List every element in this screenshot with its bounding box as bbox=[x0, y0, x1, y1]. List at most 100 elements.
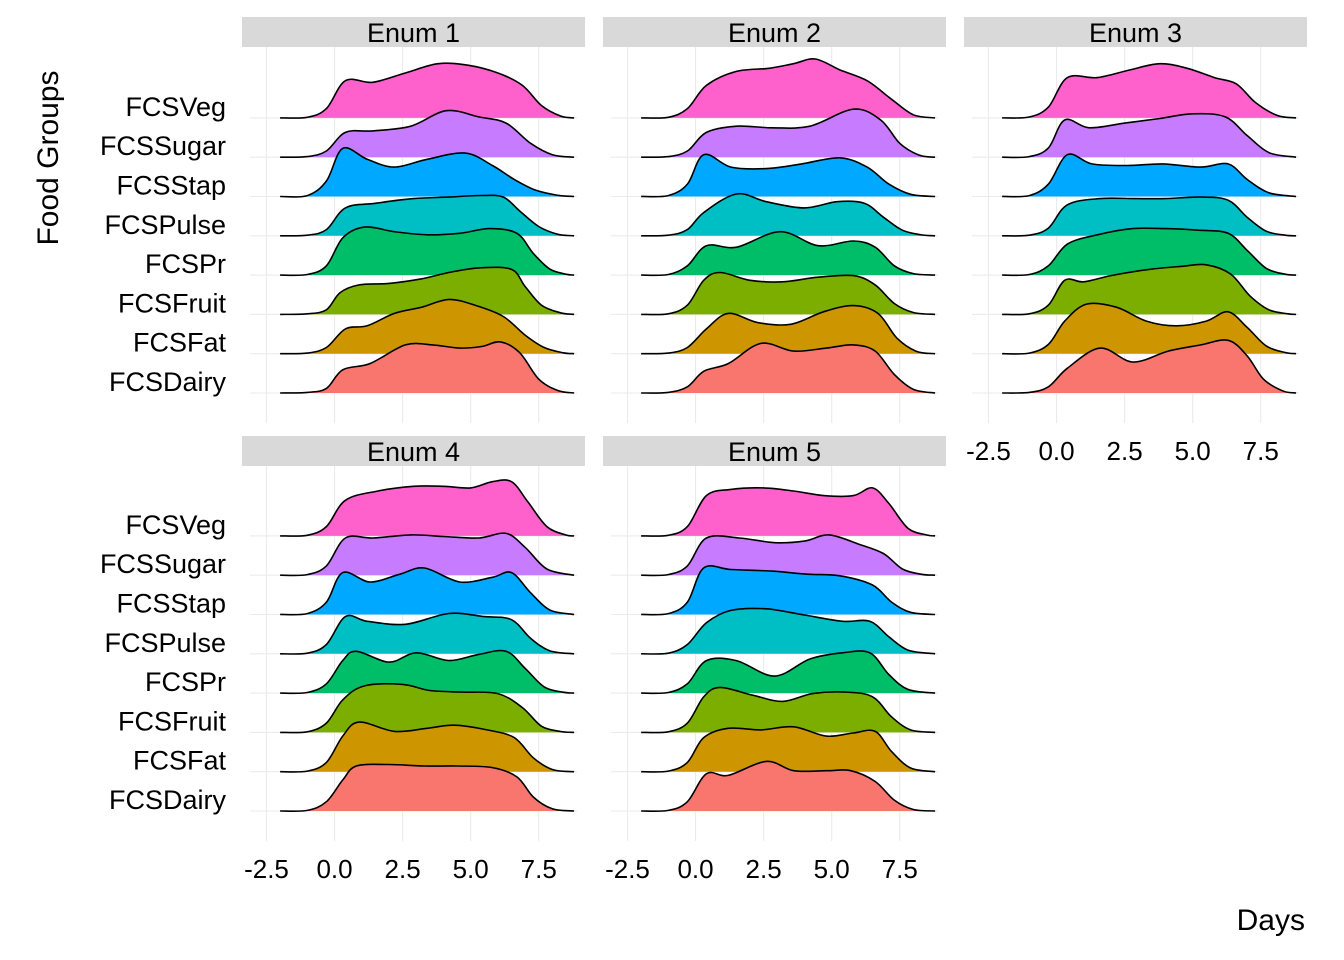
ridge-fill-FCSVeg bbox=[280, 479, 575, 537]
ridge-line-FCSVeg bbox=[641, 58, 936, 119]
strip-label: Enum 3 bbox=[1089, 18, 1182, 48]
ridge-line-FCSStap bbox=[641, 153, 936, 198]
y-tick-label: FCSFruit bbox=[118, 288, 226, 318]
x-tick-label: 5.0 bbox=[1175, 436, 1211, 466]
panel-4: Enum 4 FCSDairy FCSFat FCSFruit FCSPr FCSPuls… bbox=[100, 436, 585, 884]
ridge-fill-FCSVeg bbox=[641, 487, 936, 537]
x-tick-label: 5.0 bbox=[453, 854, 489, 884]
ridge-fill-FCSFruit bbox=[280, 683, 575, 733]
ridge-fill-FCSSugar bbox=[641, 534, 936, 576]
ridge-fill-FCSVeg bbox=[280, 63, 575, 119]
ridge-fill-FCSFruit bbox=[280, 267, 575, 315]
strip-background bbox=[603, 17, 946, 47]
ridge-line-FCSFat bbox=[280, 721, 575, 773]
ridge-line-FCSSugar bbox=[641, 534, 936, 577]
ridge-fill-FCSFruit bbox=[641, 272, 936, 315]
ridge-line-FCSDairy bbox=[280, 340, 575, 394]
y-tick-label: FCSVeg bbox=[125, 92, 226, 122]
ridge-line-FCSDairy bbox=[280, 763, 575, 813]
ridge-fill-FCSPulse bbox=[280, 195, 575, 236]
ridge-line-FCSDairy bbox=[1002, 339, 1297, 394]
y-tick-label: FCSSugar bbox=[100, 549, 226, 579]
ridge-line-FCSPulse bbox=[1002, 196, 1297, 237]
ridge-fill-FCSVeg bbox=[1002, 63, 1297, 119]
ridge-line-FCSPulse bbox=[641, 607, 936, 655]
ridge-line-FCSVeg bbox=[1002, 62, 1297, 119]
ridge-fill-FCSSugar bbox=[1002, 113, 1297, 158]
ridge-fill-FCSPr bbox=[641, 231, 936, 276]
strip-background bbox=[242, 436, 585, 466]
y-tick-label: FCSStap bbox=[116, 171, 226, 201]
ridge-fill-FCSFat bbox=[280, 299, 575, 354]
ridge-line-FCSVeg bbox=[280, 62, 575, 119]
ridge-fill-FCSFat bbox=[641, 726, 936, 772]
x-axis-title: Days bbox=[1237, 904, 1305, 937]
strip-label: Enum 5 bbox=[728, 437, 821, 467]
x-tick-label: 5.0 bbox=[814, 854, 850, 884]
x-tick-label: 7.5 bbox=[1243, 436, 1279, 466]
ridge-line-FCSPr bbox=[641, 230, 936, 277]
ridge-line-FCSFat bbox=[1002, 302, 1297, 355]
ridge-fill-FCSVeg bbox=[641, 58, 936, 119]
ridge-line-FCSFat bbox=[641, 304, 936, 355]
x-tick-label: 2.5 bbox=[1107, 436, 1143, 466]
y-tick-label: FCSFruit bbox=[118, 706, 226, 736]
ridge-line-FCSVeg bbox=[280, 479, 575, 537]
ridge-line-FCSDairy bbox=[641, 760, 936, 813]
x-tick-label: 0.0 bbox=[1038, 436, 1074, 466]
ridge-fill-FCSStap bbox=[280, 147, 575, 197]
y-axis-title: Food Groups bbox=[32, 70, 65, 245]
panel-5: Enum 5 -2.5 0.0 2.5 5.0 7.5 bbox=[603, 436, 946, 884]
x-tick-label: 2.5 bbox=[746, 854, 782, 884]
ridge-fill-FCSFruit bbox=[1002, 264, 1297, 315]
ridge-fill-FCSPr bbox=[280, 226, 575, 276]
x-tick-label: 0.0 bbox=[316, 854, 352, 884]
ridge-line-FCSVeg bbox=[641, 487, 936, 537]
panels: Enum 1 FCSDairy FCSFat FCSFruit FCSPr FCSPuls… bbox=[100, 17, 1307, 884]
ridge-fill-FCSPulse bbox=[280, 613, 575, 655]
y-tick-label: FCSFat bbox=[133, 328, 227, 358]
ridge-line-FCSStap bbox=[1002, 153, 1297, 198]
ridge-fill-FCSDairy bbox=[280, 341, 575, 393]
ridge-line-FCSDairy bbox=[641, 342, 936, 394]
ridge-fill-FCSFat bbox=[280, 722, 575, 772]
ridge-fill-FCSPulse bbox=[641, 193, 936, 236]
x-tick-label: 2.5 bbox=[385, 854, 421, 884]
ridge-fill-FCSPr bbox=[280, 650, 575, 694]
ridge-fill-FCSSugar bbox=[280, 533, 575, 576]
ridge-line-FCSFruit bbox=[1002, 263, 1297, 316]
ridge-fill-FCSStap bbox=[280, 567, 575, 615]
ridge-line-FCSPr bbox=[641, 650, 936, 695]
ridge-line-FCSFruit bbox=[280, 266, 575, 316]
ridge-line-FCSPr bbox=[1002, 227, 1297, 277]
ridge-fill-FCSFat bbox=[641, 305, 936, 354]
panel-3: Enum 3 -2.5 0.0 2.5 5.0 7.5 bbox=[964, 17, 1307, 466]
y-tick-label: FCSSugar bbox=[100, 131, 226, 161]
y-tick-label: FCSStap bbox=[116, 589, 226, 619]
ridge-line-FCSStap bbox=[280, 567, 575, 616]
ridge-fill-FCSPulse bbox=[1002, 197, 1297, 236]
ridge-fill-FCSPulse bbox=[641, 608, 936, 655]
panel-2: Enum 2 bbox=[603, 17, 946, 423]
ridge-fill-FCSDairy bbox=[1002, 339, 1297, 394]
ridge-line-FCSStap bbox=[641, 565, 936, 616]
ridge-line-FCSSugar bbox=[641, 108, 936, 159]
strip-label: Enum 2 bbox=[728, 18, 821, 48]
x-tick-label: 7.5 bbox=[882, 854, 918, 884]
panel-1: Enum 1 FCSDairy FCSFat FCSFruit FCSPr FCSPuls… bbox=[100, 17, 585, 423]
ridge-line-FCSPulse bbox=[280, 194, 575, 237]
strip-label: Enum 1 bbox=[367, 18, 460, 48]
x-tick-label: -2.5 bbox=[244, 854, 289, 884]
ridge-fill-FCSStap bbox=[641, 565, 936, 615]
strip-background bbox=[242, 17, 585, 47]
ridge-fill-FCSDairy bbox=[641, 343, 936, 394]
y-tick-label: FCSVeg bbox=[125, 510, 226, 540]
ridge-line-FCSSugar bbox=[1002, 112, 1297, 159]
y-tick-label: FCSPr bbox=[145, 667, 226, 697]
x-tick-label: -2.5 bbox=[605, 854, 650, 884]
y-tick-label: FCSFat bbox=[133, 746, 227, 776]
ridge-line-FCSPr bbox=[280, 226, 575, 277]
strip-background bbox=[603, 436, 946, 466]
